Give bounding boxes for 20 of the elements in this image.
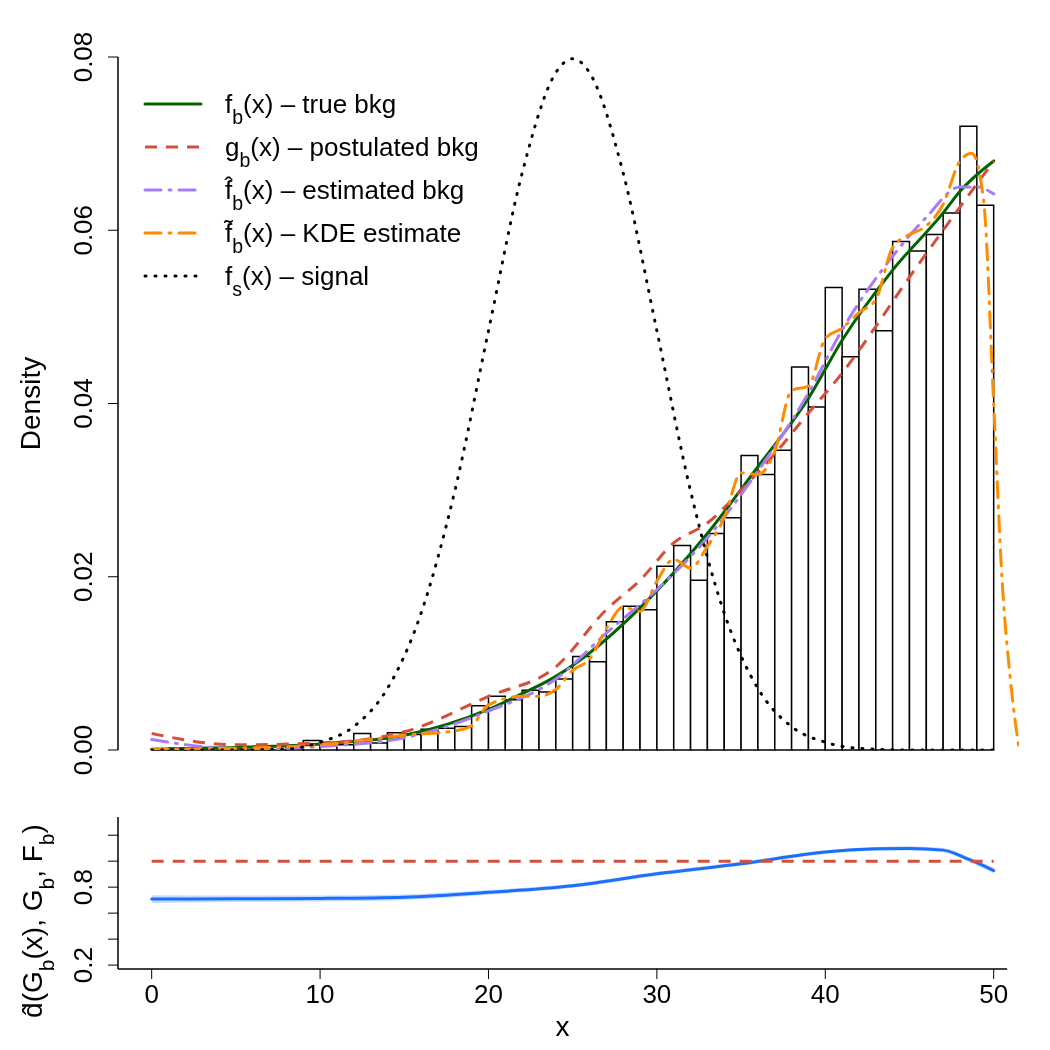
legend-label: f̂$_{b}$(x) – estimated bkg	[223, 175, 465, 214]
y-axis-title: Density	[15, 356, 46, 451]
y-tick-label: 0.08	[68, 31, 98, 83]
legend-label: f$_{s}$(x) – signal	[225, 261, 370, 300]
x-tick-label: 40	[810, 979, 840, 1010]
y-tick-label: 0.2	[68, 947, 98, 984]
legend-label: f̃$_{b}$(x) – KDE estimate	[223, 218, 462, 257]
y-tick-label: 0.00	[68, 724, 98, 776]
x-tick-label: 0	[144, 979, 159, 1010]
legend-label: f$_{b}$(x) – true bkg	[225, 89, 397, 128]
y-tick-label: 0.02	[68, 551, 98, 603]
x-tick-label: 30	[642, 979, 672, 1010]
y-tick-label: 0.04	[68, 378, 98, 429]
legend-label: g$_{b}$(x) – postulated bkg	[225, 132, 479, 171]
x-tick-label: 20	[474, 979, 503, 1010]
y-tick-label: 0.8	[68, 869, 98, 906]
x-axis-title: x	[555, 1011, 570, 1042]
y-tick-label: 0.06	[68, 204, 98, 256]
x-tick-label: 50	[979, 979, 1009, 1010]
x-tick-label: 10	[305, 979, 335, 1010]
